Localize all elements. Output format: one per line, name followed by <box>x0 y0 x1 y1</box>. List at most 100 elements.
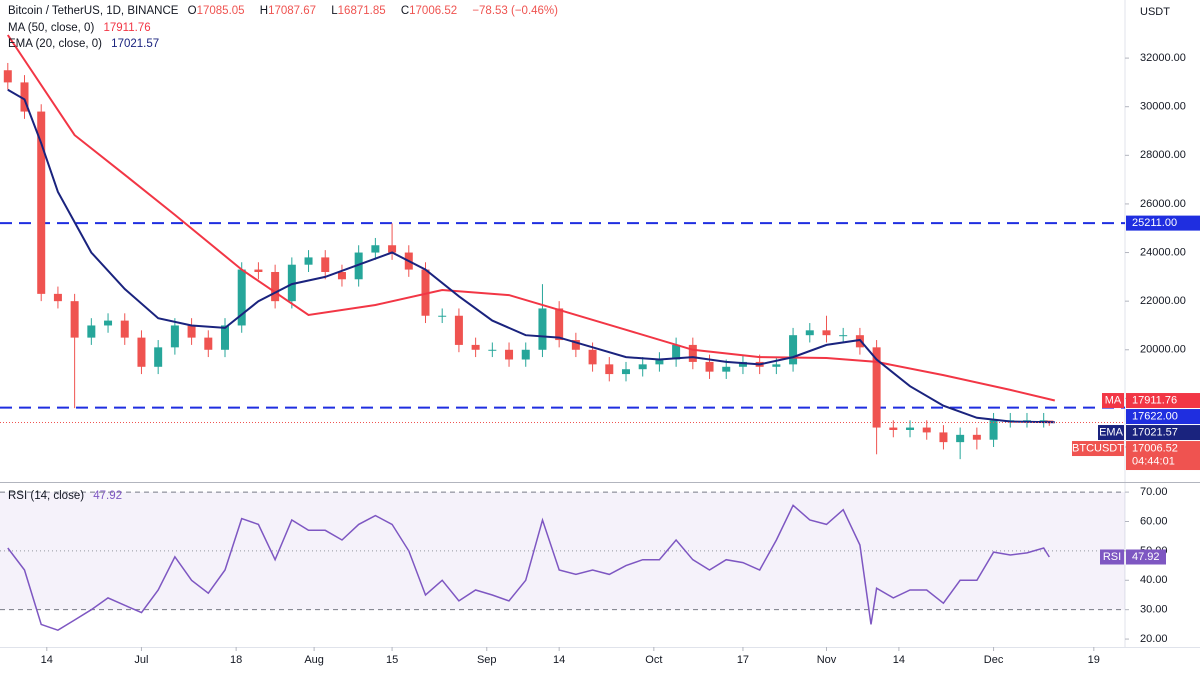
y-tick-label: 24000.00 <box>1140 246 1186 258</box>
x-tick-label: Aug <box>304 654 324 666</box>
candle-body <box>1039 420 1048 422</box>
candle-body <box>738 361 747 367</box>
candle-body <box>438 315 447 317</box>
candle-body <box>221 325 229 350</box>
candle-body <box>87 325 96 338</box>
y-tick-label: 30000.00 <box>1140 101 1186 113</box>
candle-body <box>939 432 948 443</box>
candle-body <box>538 308 547 350</box>
candle-body <box>304 257 313 265</box>
price-badge <box>1126 215 1200 231</box>
candle-body <box>839 335 848 337</box>
legend-row: MA (50, close, 0) 17911.76 <box>8 22 157 34</box>
price-badge <box>1126 441 1200 471</box>
badge-label: BTCUSDT <box>1072 442 1124 454</box>
ohlc-label: L <box>331 5 338 17</box>
change: −78.53 (−0.46%) <box>472 5 558 17</box>
indicator-value: 17021.57 <box>111 38 160 50</box>
price-badge-value: 17006.52 <box>1132 442 1178 454</box>
indicator-name: EMA (20, close, 0) <box>8 38 102 50</box>
candle-body <box>488 349 497 351</box>
price-badge <box>1126 425 1200 441</box>
indicator-line <box>6 34 1056 402</box>
indicator-name: RSI (14, close) <box>8 490 85 502</box>
ohlc-value: 17087.67 <box>268 5 317 17</box>
indicator-name: MA (50, close, 0) <box>8 22 95 34</box>
candle-body <box>922 427 931 433</box>
candle-body <box>571 340 580 350</box>
indicator-line <box>7 504 1050 632</box>
candle-body <box>805 330 814 336</box>
candle-body <box>187 325 196 338</box>
x-tick-label: 14 <box>553 654 565 666</box>
candle-body <box>588 349 597 365</box>
candle-body <box>170 325 179 348</box>
ohlc: H17087.67 <box>260 5 322 17</box>
x-tick-label: 19 <box>1088 654 1100 666</box>
candle-body <box>37 111 46 294</box>
price-badge-value: 47.92 <box>1132 551 1160 563</box>
candle-body <box>154 347 163 367</box>
price-badge <box>1126 409 1200 425</box>
ohlc-value: 17006.52 <box>409 5 458 17</box>
ohlc: O17085.05 <box>188 5 251 17</box>
y-tick-label: 20.00 <box>1140 633 1168 645</box>
legend-row: RSI (14, close) 47.92 <box>8 490 128 502</box>
candle-body <box>505 349 514 360</box>
price-badge-value: 17911.76 <box>1132 394 1177 406</box>
candle-body <box>1022 420 1031 422</box>
price-badge-value: 17021.57 <box>1132 426 1178 438</box>
candle-body <box>822 330 831 336</box>
indicator-value: 17911.76 <box>103 22 151 34</box>
ohlc: C17006.52 <box>401 5 463 17</box>
y-tick-label: 32000.00 <box>1140 52 1186 64</box>
y-tick-label: 40.00 <box>1140 574 1168 586</box>
ohlc: L16871.85 <box>331 5 391 17</box>
legend-row: Bitcoin / TetherUS, 1D, BINANCE O17085.0… <box>8 5 564 17</box>
candle-body <box>454 315 463 345</box>
candle-body <box>287 264 296 302</box>
y-tick-label: 28000.00 <box>1140 149 1186 161</box>
candle-body <box>3 70 12 83</box>
currency-label: USDT <box>1140 6 1170 18</box>
candle-body <box>321 257 330 272</box>
badge-label-box <box>1102 393 1124 409</box>
badge-label: RSI <box>1103 551 1121 563</box>
candle-body <box>655 359 664 365</box>
x-tick-label: 17 <box>737 654 749 666</box>
rsi-band <box>0 492 1125 610</box>
candle-body <box>120 320 129 338</box>
candle-body <box>521 349 530 360</box>
x-tick-label: Jul <box>134 654 148 666</box>
candle-body <box>104 320 113 326</box>
legend-row: EMA (20, close, 0) 17021.57 <box>8 38 165 50</box>
ohlc-label: O <box>187 5 197 17</box>
candle-body <box>889 427 898 430</box>
x-tick-label: 14 <box>41 654 53 666</box>
ohlc-label: C <box>400 5 410 17</box>
countdown: 04:44:01 <box>1132 455 1175 467</box>
price-badge-value: 17622.00 <box>1132 410 1178 422</box>
badge-label: EMA <box>1099 426 1124 438</box>
candle-body <box>471 344 480 350</box>
candle-body <box>672 344 681 360</box>
candle-body <box>621 369 630 375</box>
candle-body <box>371 245 380 253</box>
candle-body <box>204 337 213 350</box>
x-tick-label: Sep <box>477 654 497 666</box>
x-tick-label: 15 <box>386 654 398 666</box>
candle-body <box>254 269 263 272</box>
candle-body <box>354 252 363 280</box>
y-tick-label: 30.00 <box>1140 604 1168 616</box>
candle-body <box>705 361 714 372</box>
candle-body <box>53 293 62 302</box>
y-tick-label: 26000.00 <box>1140 198 1186 210</box>
price-badge <box>1126 549 1166 565</box>
ohlc-value: 17085.05 <box>196 5 245 17</box>
candle-body <box>605 364 614 375</box>
x-tick-label: Oct <box>645 654 662 666</box>
candle-body <box>388 245 397 253</box>
price-badge <box>1126 393 1200 409</box>
